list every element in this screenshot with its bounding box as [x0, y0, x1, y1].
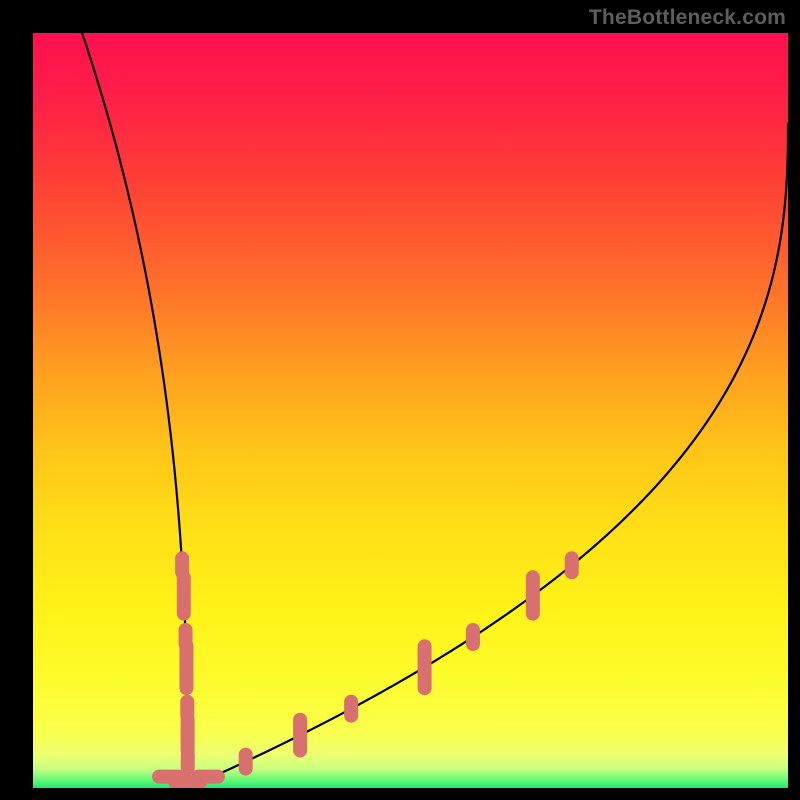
curve-left-branch: [82, 33, 188, 788]
watermark-text: TheBottleneck.com: [589, 6, 786, 30]
chart-frame: TheBottleneck.com: [0, 0, 800, 800]
data-marker: [466, 623, 480, 651]
data-marker: [179, 639, 193, 695]
data-marker: [177, 570, 191, 620]
data-marker: [191, 770, 225, 784]
plot-area: [33, 33, 788, 788]
curve-right-branch: [188, 124, 788, 788]
data-marker: [344, 695, 358, 723]
data-marker: [526, 570, 540, 620]
data-marker: [239, 748, 253, 776]
data-marker: [565, 551, 579, 579]
data-marker: [418, 639, 432, 695]
bottleneck-curve-svg: [33, 33, 788, 788]
data-marker: [293, 713, 307, 758]
